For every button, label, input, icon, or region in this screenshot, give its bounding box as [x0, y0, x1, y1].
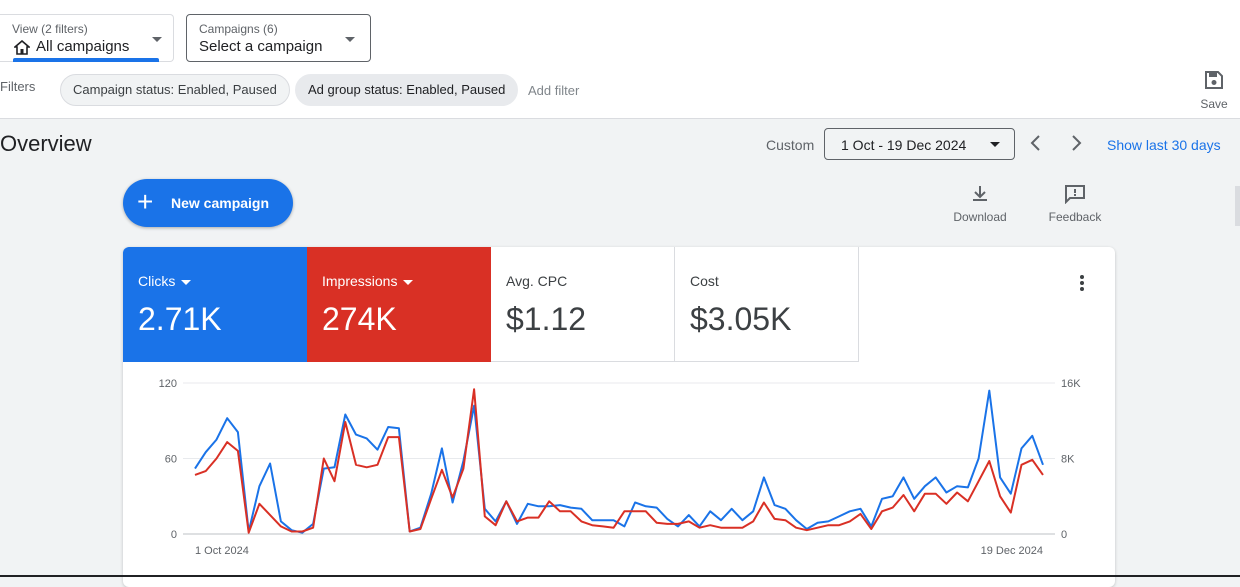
metric-tile-clicks[interactable]: Clicks 2.71K	[123, 247, 307, 362]
metric-label-cost: Cost	[690, 273, 719, 289]
performance-chart: 0 0 60 8K 120 16K 1 Oct 2024 19 Dec 2024	[159, 378, 1082, 557]
filters-label: Filters	[0, 79, 36, 94]
filter-chip-campaign-status[interactable]: Campaign status: Enabled, Paused	[60, 74, 290, 106]
metric-tile-cost[interactable]: Cost $3.05K	[675, 247, 859, 362]
screen-bottom-edge	[0, 575, 1240, 577]
download-icon	[973, 186, 987, 201]
campaign-select-dropdown[interactable]: Campaigns (6) Select a campaign	[186, 14, 371, 62]
date-range-dropdown[interactable]: 1 Oct - 19 Dec 2024	[824, 128, 1015, 160]
caret-down-icon	[403, 279, 414, 285]
chevron-down-icon	[990, 142, 1000, 147]
metric-value-impressions: 274K	[322, 301, 397, 337]
metric-label-impressions: Impressions	[322, 273, 398, 289]
new-campaign-button[interactable]: + New campaign	[123, 179, 293, 227]
chevron-down-icon	[152, 37, 162, 42]
y-left-tick-label: 60	[165, 454, 177, 466]
metric-label-clicks: Clicks	[138, 273, 176, 289]
selected-underline	[13, 58, 159, 62]
plus-icon: +	[137, 186, 154, 217]
feedback-button[interactable]: Feedback	[1043, 182, 1107, 226]
save-icon	[1205, 71, 1223, 89]
series-line-clicks	[194, 389, 1044, 534]
y-left-tick-label: 0	[171, 529, 177, 541]
new-campaign-label: New campaign	[171, 195, 270, 211]
caret-down-icon	[181, 279, 192, 285]
campaign-select-value: Select a campaign	[199, 38, 323, 55]
view-filter-dropdown[interactable]: View (2 filters) All campaigns	[0, 14, 174, 62]
chevron-right-icon[interactable]	[1068, 134, 1084, 152]
feedback-label: Feedback	[1048, 210, 1102, 224]
date-range-value: 1 Oct - 19 Dec 2024	[841, 137, 967, 153]
metric-value-clicks: 2.71K	[138, 301, 222, 337]
feedback-icon	[1065, 185, 1085, 204]
y-left-tick-label: 120	[159, 378, 177, 390]
page-title: Overview	[0, 131, 92, 156]
view-filter-value: All campaigns	[36, 38, 130, 55]
download-label: Download	[953, 210, 1007, 224]
metric-tile-avg-cpc[interactable]: Avg. CPC $1.12	[491, 247, 675, 362]
download-button[interactable]: Download	[946, 182, 1014, 226]
custom-label: Custom	[766, 137, 815, 153]
metric-value-avg-cpc: $1.12	[506, 301, 587, 337]
chevron-down-icon	[345, 37, 355, 42]
save-label: Save	[1200, 97, 1228, 111]
add-filter-link[interactable]: Add filter	[528, 83, 580, 98]
metric-label-avg-cpc: Avg. CPC	[506, 273, 568, 289]
series-line-impressions	[194, 388, 1044, 534]
scrollbar[interactable]	[1235, 186, 1240, 226]
save-button[interactable]: Save	[1193, 68, 1235, 114]
metric-tile-impressions[interactable]: Impressions 274K	[307, 247, 491, 362]
y-right-tick-label: 8K	[1061, 454, 1075, 466]
chevron-left-icon[interactable]	[1028, 134, 1044, 152]
metric-value-cost: $3.05K	[690, 301, 792, 337]
y-right-tick-label: 16K	[1061, 378, 1081, 390]
x-end-label: 19 Dec 2024	[981, 545, 1043, 557]
show-last-30-days-link[interactable]: Show last 30 days	[1107, 137, 1221, 153]
home-icon	[14, 40, 30, 55]
more-options-icon[interactable]	[1072, 272, 1092, 294]
view-filter-label: View (2 filters)	[12, 22, 88, 36]
y-right-tick-label: 0	[1061, 529, 1067, 541]
x-start-label: 1 Oct 2024	[195, 545, 249, 557]
campaign-select-label: Campaigns (6)	[199, 22, 278, 36]
filter-chip-ad-group-status[interactable]: Ad group status: Enabled, Paused	[295, 74, 519, 106]
